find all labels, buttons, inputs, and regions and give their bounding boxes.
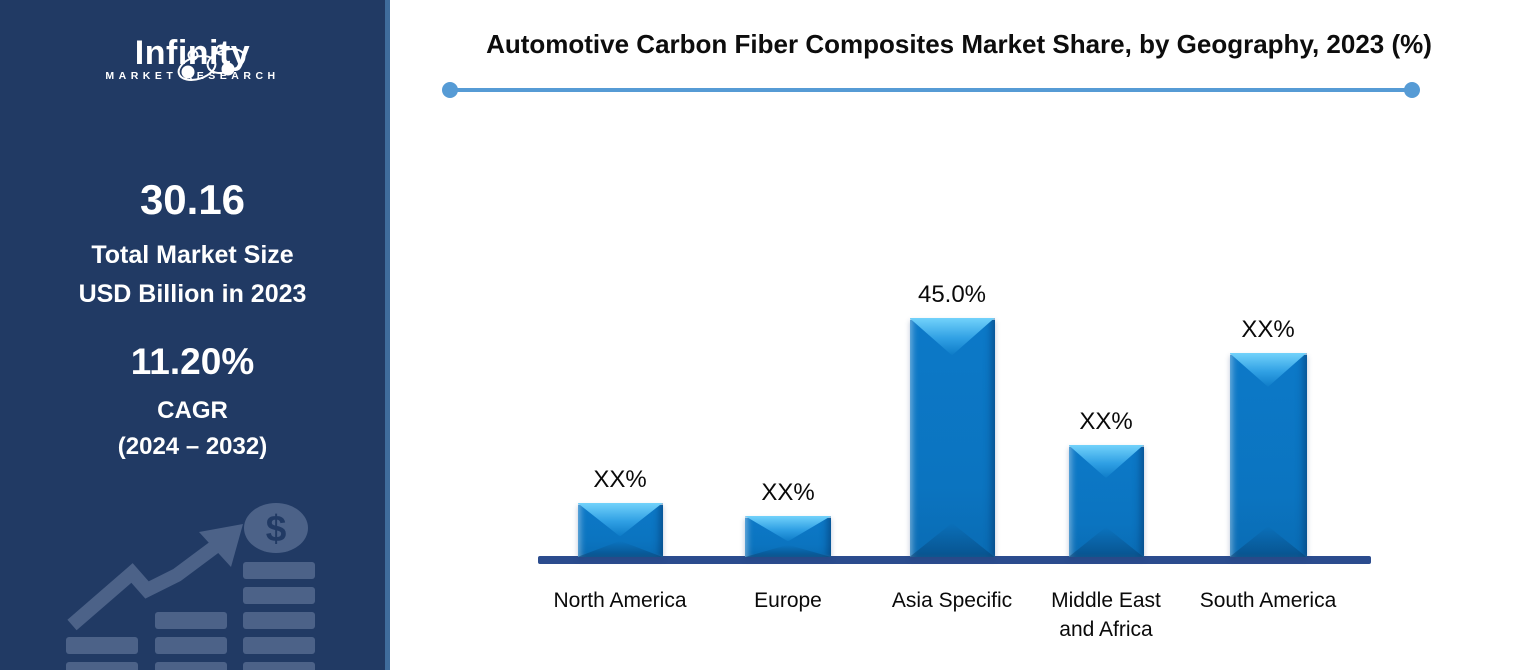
- bar-value-label-asia-specific: 45.0%: [917, 281, 987, 308]
- bar-bevel-bottom: [745, 544, 831, 557]
- category-label-middle-east-and-africa: Middle East and Africa: [1051, 589, 1161, 641]
- bar-asia-specific: [909, 318, 995, 557]
- growth-chart-icon: $: [66, 503, 315, 670]
- bar-europe: [745, 516, 831, 557]
- bar-bevel-top: [909, 318, 995, 356]
- chart-area: Automotive Carbon Fiber Composites Marke…: [390, 0, 1528, 670]
- bar-bevel-top: [745, 516, 831, 542]
- title-divider: [442, 82, 1420, 98]
- arrow-head-icon: [199, 524, 243, 567]
- category-label-north-america: North America: [553, 589, 687, 612]
- bar-bevel-bottom: [1068, 527, 1144, 557]
- sidebar: Infinity MARKET RESEARCH 30.16 Total Mar…: [0, 0, 390, 670]
- bar-bevel-bottom: [909, 523, 995, 557]
- total-market-size-value: 30.16: [139, 176, 246, 223]
- logo: Infinity MARKET RESEARCH: [0, 24, 385, 114]
- category-label-europe: Europe: [754, 589, 822, 612]
- total-market-size-label: Total Market Size: [91, 241, 294, 269]
- bar-bevel-bottom: [1229, 526, 1307, 557]
- cagr-period: (2024 – 2032): [117, 433, 268, 460]
- dollar-icon: $: [266, 508, 287, 549]
- bar-bevel-top: [1068, 445, 1144, 478]
- x-axis-line: [538, 556, 1371, 564]
- bar-bevel-bottom: [577, 540, 663, 557]
- bar-bevel-top: [1229, 353, 1307, 387]
- bar-south-america: [1229, 353, 1307, 557]
- bar-value-label-north-america: XX%: [593, 466, 647, 493]
- divider-line: [450, 88, 1412, 92]
- bar-value-label-europe: XX%: [761, 479, 815, 506]
- bar-value-label-middle-east-and-africa: XX%: [1079, 408, 1133, 435]
- category-label-south-america: South America: [1199, 589, 1337, 612]
- bar-value-label-south-america: XX%: [1241, 316, 1295, 343]
- bar-north-america: [577, 503, 663, 557]
- total-market-size-unit: USD Billion in 2023: [78, 280, 307, 308]
- divider-right-dot-icon: [1404, 82, 1420, 98]
- chart-title: Automotive Carbon Fiber Composites Marke…: [486, 29, 1432, 59]
- logo-tagline: MARKET RESEARCH: [105, 70, 280, 82]
- bar-bevel-top: [577, 503, 663, 537]
- category-label-asia-specific: Asia Specific: [891, 589, 1013, 612]
- cagr-value: 11.20%: [130, 341, 255, 382]
- bar-middle-east-and-africa: [1068, 445, 1144, 557]
- cagr-label: CAGR: [157, 397, 228, 424]
